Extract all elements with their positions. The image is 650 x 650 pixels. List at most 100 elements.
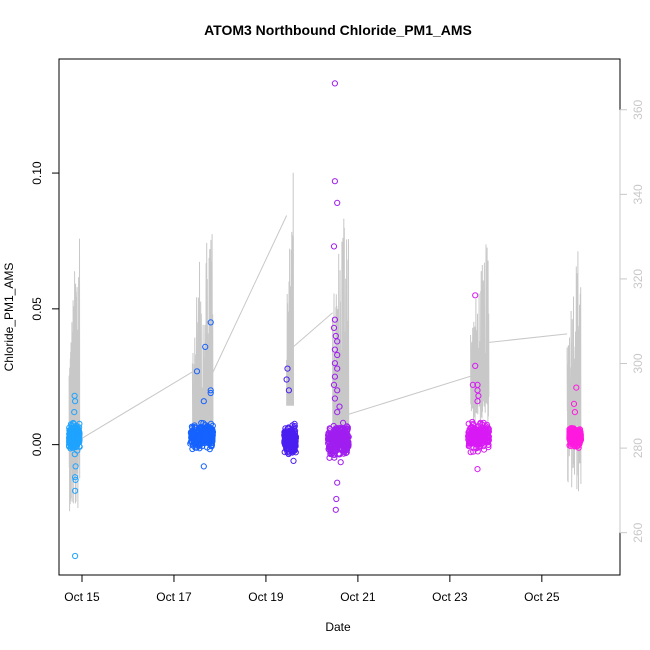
secondary-trace-4: [470, 244, 490, 425]
data-point-outlier: [72, 552, 79, 560]
data-point: [342, 437, 349, 444]
data-point-outlier: [207, 389, 214, 397]
data-point: [479, 425, 486, 432]
data-point: [70, 437, 77, 444]
secondary-trace-0: [68, 238, 81, 512]
secondary-connector-0: [79, 371, 193, 441]
data-point-outlier: [72, 463, 79, 470]
data-point-outlier: [72, 474, 79, 481]
plot-frame: [58, 58, 621, 576]
data-point-outlier: [573, 384, 580, 391]
data-point-outlier: [331, 346, 338, 353]
data-point: [470, 437, 477, 444]
data-point-outlier: [290, 457, 297, 464]
data-point: [291, 447, 298, 454]
x-tick-label: Oct 17: [156, 590, 192, 604]
data-point: [198, 436, 206, 443]
data-point-outlier: [285, 387, 292, 394]
data-point: [334, 436, 341, 443]
x-axis-label: Date: [325, 620, 351, 634]
data-point: [326, 425, 333, 432]
chart-title: ATOM3 Northbound Chloride_PM1_AMS: [204, 22, 472, 38]
data-point-outlier: [474, 398, 481, 405]
secondary-trace-5: [566, 251, 582, 492]
x-tick-label: Oct 21: [340, 590, 376, 604]
data-point-outlier: [331, 373, 338, 380]
data-point-outlier: [334, 365, 341, 372]
data-point-outlier: [330, 243, 338, 250]
data-point: [68, 434, 75, 441]
axes-layer: Oct 15 Oct 17 Oct 19 Oct 21 Oct 23 Oct 25 0.00…: [30, 99, 645, 604]
data-point: [335, 451, 342, 458]
data-point: [344, 425, 351, 432]
x-tick-label: Oct 25: [524, 590, 560, 604]
x-tick-label: Oct 19: [248, 590, 284, 604]
data-point: [290, 445, 297, 452]
data-point: [475, 444, 482, 451]
data-point: [470, 448, 477, 455]
data-point: [76, 443, 83, 450]
data-point-outlier: [330, 324, 338, 331]
y2-tick-label: 320: [631, 269, 645, 289]
data-point-outlier: [472, 362, 479, 369]
data-point: [334, 426, 341, 433]
data-point-outlier: [331, 316, 338, 323]
data-point: [467, 449, 474, 456]
data-point: [335, 435, 342, 442]
data-point: [341, 448, 348, 455]
data-point: [72, 428, 80, 435]
data-point: [480, 438, 487, 445]
data-point: [68, 444, 76, 451]
data-point: [485, 433, 492, 440]
data-point: [568, 435, 575, 442]
data-point: [328, 440, 335, 448]
data-point: [470, 430, 477, 437]
data-point-outlier: [334, 199, 341, 206]
data-point: [577, 435, 584, 442]
data-point-outlier: [472, 292, 479, 299]
data-point-outlier: [334, 338, 341, 345]
data-point: [198, 433, 205, 440]
secondary-connector-2: [293, 312, 333, 347]
data-point: [292, 438, 299, 445]
data-point: [484, 437, 491, 444]
data-point-outlier: [334, 409, 341, 416]
y2-tick-label: 280: [631, 438, 645, 458]
data-point: [282, 442, 289, 449]
data-point-outlier: [330, 381, 338, 388]
data-point: [469, 420, 477, 427]
data-point-outlier: [334, 387, 341, 394]
secondary-connector-1: [212, 215, 288, 373]
data-point-outlier: [333, 495, 340, 503]
secondary-trace-1: [191, 234, 214, 442]
data-point: [328, 451, 335, 458]
data-point: [285, 445, 292, 452]
data-point: [485, 441, 492, 448]
data-point: [343, 449, 350, 456]
data-point: [281, 449, 288, 456]
data-point: [191, 432, 198, 439]
data-point-outlier: [207, 319, 214, 326]
data-point: [200, 427, 207, 434]
data-point: [75, 434, 82, 441]
data-point: [191, 422, 198, 429]
data-point: [283, 445, 290, 452]
data-point-outlier: [284, 365, 291, 372]
data-point: [576, 436, 583, 444]
data-point: [474, 448, 481, 455]
data-point-outlier: [331, 80, 338, 87]
data-point: [334, 442, 341, 450]
data-point: [337, 459, 344, 466]
data-point-outlier: [71, 409, 78, 416]
x-tick-label: Oct 15: [64, 590, 100, 604]
secondary-series-layer: [68, 172, 582, 512]
data-point: [573, 432, 580, 439]
data-point: [471, 434, 478, 441]
secondary-connector-4: [488, 333, 568, 343]
data-point: [282, 437, 289, 444]
data-point-outlier: [202, 343, 209, 350]
data-point: [474, 440, 481, 448]
secondary-trace-3: [332, 218, 350, 433]
data-point-outlier: [336, 403, 343, 410]
data-point-outlier: [200, 398, 207, 405]
